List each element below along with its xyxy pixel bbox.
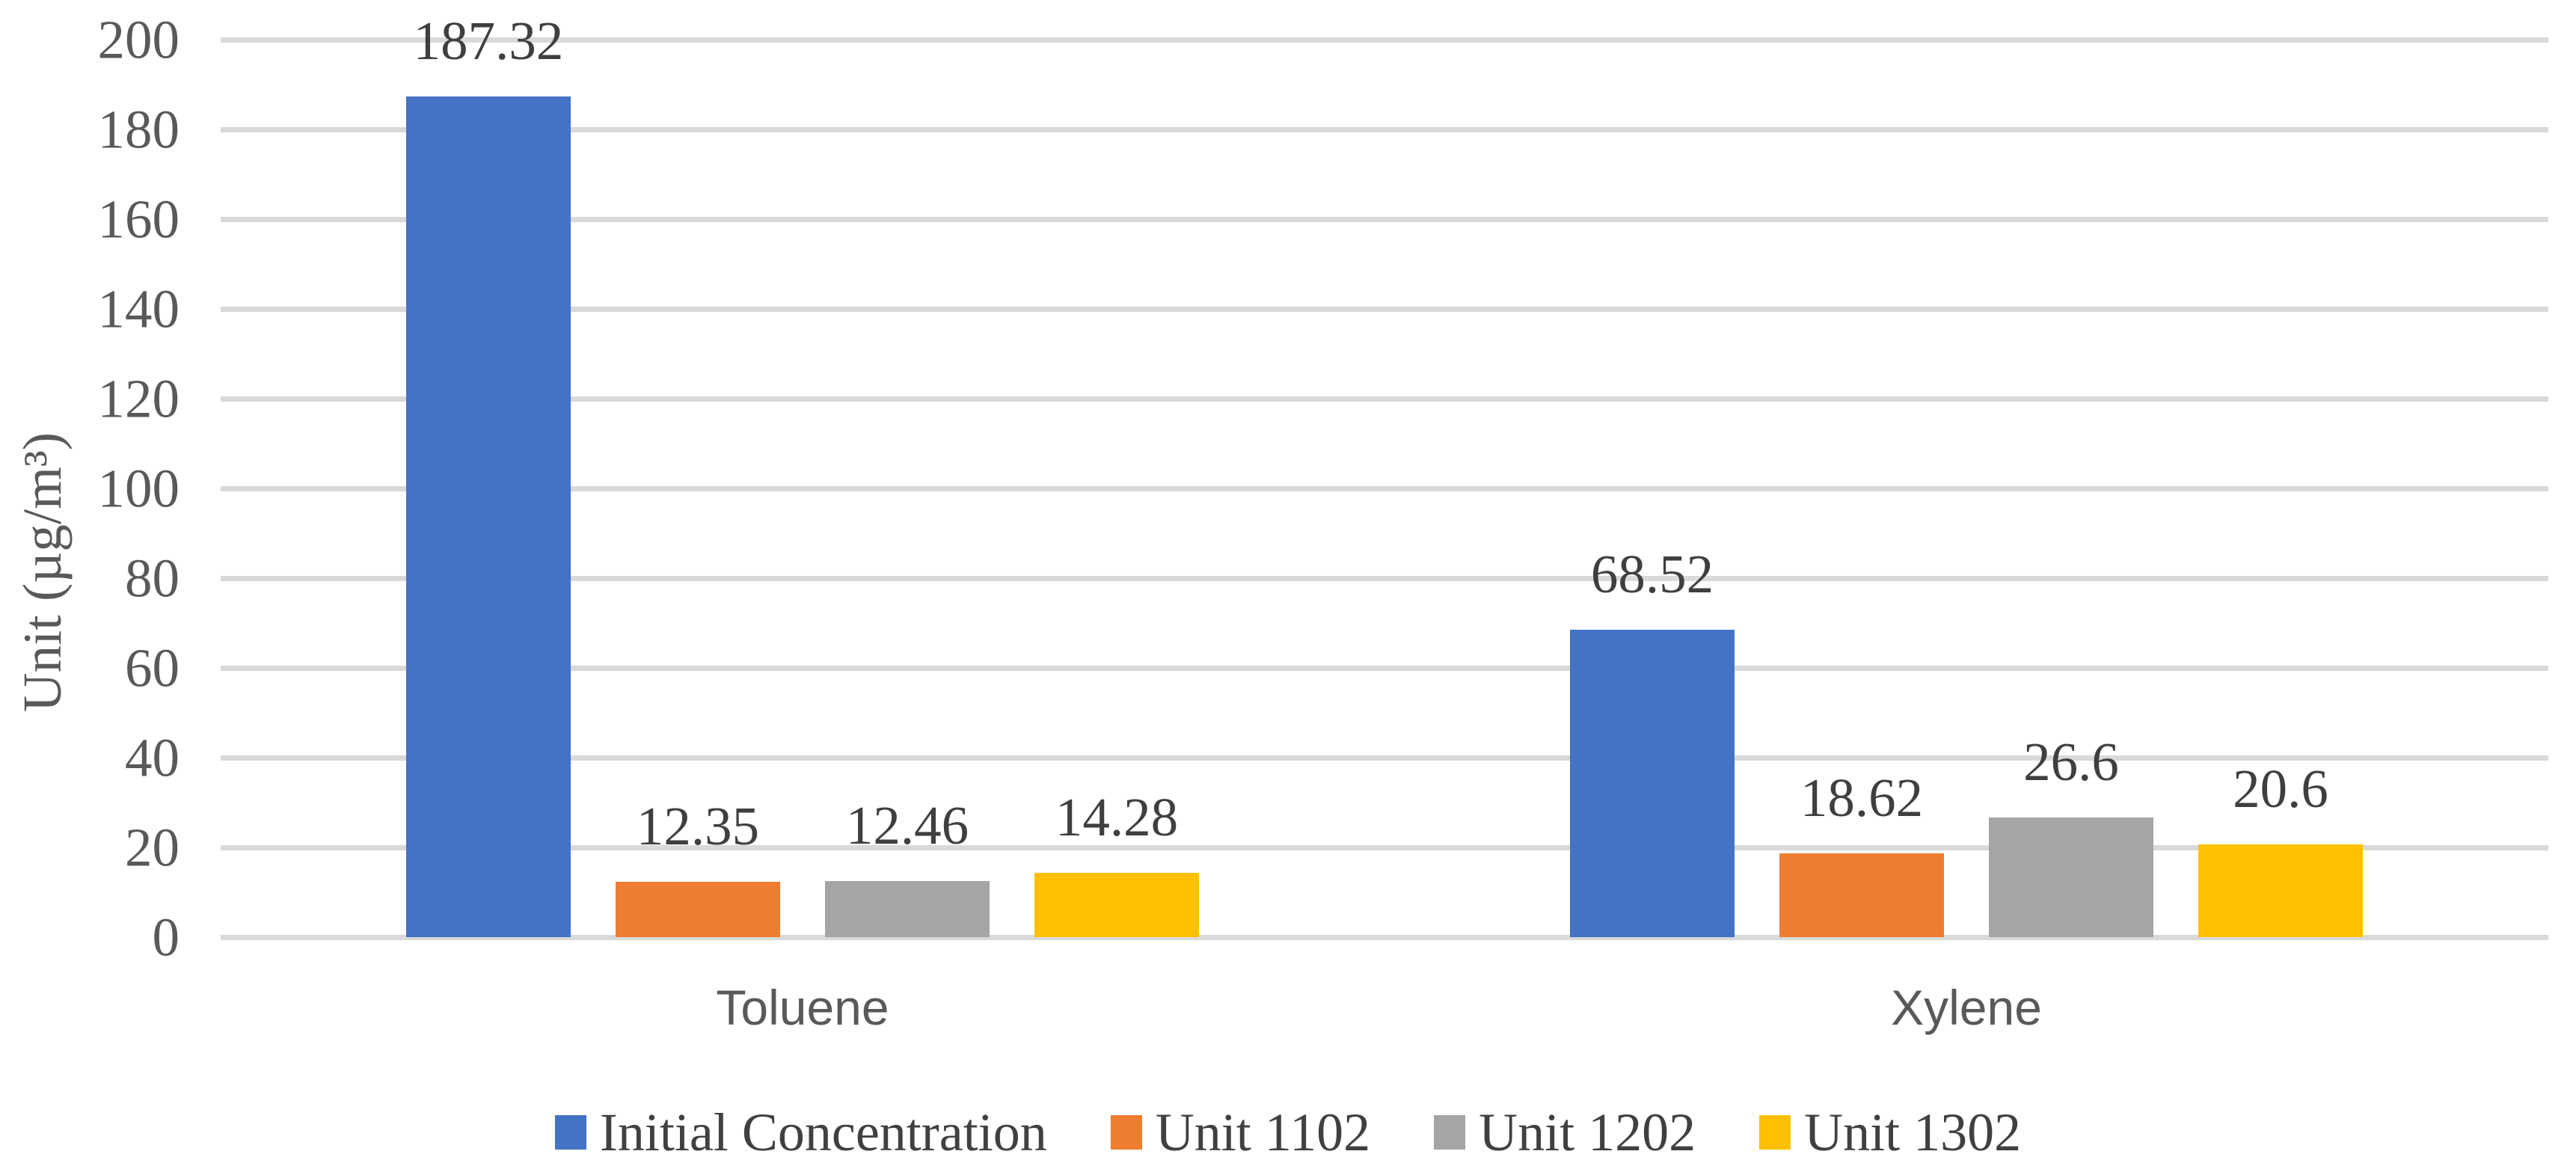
legend-label: Initial Concentration bbox=[599, 1102, 1047, 1162]
legend-item-unit-1302: Unit 1302 bbox=[1759, 1102, 2021, 1162]
x-category-label-toluene: Toluene bbox=[716, 980, 889, 1035]
legend-swatch-icon bbox=[1110, 1115, 1142, 1150]
gridline-20 bbox=[221, 844, 2548, 850]
y-tick-label-160: 160 bbox=[97, 188, 180, 250]
y-tick-label-200: 200 bbox=[97, 9, 180, 70]
legend-label: Unit 1202 bbox=[1479, 1102, 1696, 1162]
bar-xylene-unit-1102: 18.62 bbox=[1779, 770, 1944, 937]
bar-value-label: 14.28 bbox=[1055, 787, 1179, 848]
bar-value-label: 68.52 bbox=[1590, 543, 1714, 604]
bar-toluene-unit-1302: 14.28 bbox=[1034, 790, 1199, 937]
bar-xylene-initial-concentration: 68.52 bbox=[1570, 547, 1735, 937]
y-tick-label-40: 40 bbox=[125, 727, 180, 788]
bar-value-label: 12.46 bbox=[845, 795, 969, 856]
y-tick-label-180: 180 bbox=[97, 99, 180, 160]
category-group-toluene: 187.32 12.35 12.46 14.28 bbox=[221, 13, 1384, 937]
bar-toluene-unit-1102: 12.35 bbox=[616, 799, 780, 937]
gridline-140 bbox=[221, 306, 2548, 312]
bar-xylene-unit-1302: 20.6 bbox=[2198, 761, 2363, 937]
y-tick-label-80: 80 bbox=[125, 547, 180, 609]
plot-area: 187.32 12.35 12.46 14.28 68.52 18.62 26.6 20.6 bbox=[221, 13, 2548, 940]
bar-xylene-unit-1202: 26.6 bbox=[1989, 734, 2153, 937]
legend-item-unit-1102: Unit 1102 bbox=[1110, 1102, 1371, 1162]
y-tick-label-140: 140 bbox=[97, 278, 180, 340]
y-tick-label-20: 20 bbox=[125, 817, 180, 878]
bar-value-label: 187.32 bbox=[413, 10, 564, 72]
category-group-xylene: 68.52 18.62 26.6 20.6 bbox=[1384, 40, 2548, 937]
bar-value-label: 12.35 bbox=[636, 795, 760, 856]
y-tick-label-100: 100 bbox=[97, 458, 180, 519]
legend-swatch-icon bbox=[554, 1115, 586, 1150]
gridline-120 bbox=[221, 396, 2548, 402]
y-tick-label-60: 60 bbox=[125, 637, 180, 699]
bar-value-label: 26.6 bbox=[2023, 731, 2119, 793]
gridline-60 bbox=[221, 665, 2548, 671]
bar-value-label: 20.6 bbox=[2233, 758, 2328, 820]
gridline-0 bbox=[221, 934, 2548, 940]
bar-toluene-initial-concentration: 187.32 bbox=[406, 13, 571, 937]
legend-item-initial-concentration: Initial Concentration bbox=[554, 1102, 1047, 1162]
bar-toluene-unit-1202: 12.46 bbox=[825, 798, 990, 937]
gridline-100 bbox=[221, 485, 2548, 491]
legend-label: Unit 1302 bbox=[1804, 1102, 2022, 1162]
gridline-80 bbox=[221, 575, 2548, 581]
gridline-200 bbox=[221, 37, 2548, 43]
gridline-180 bbox=[221, 126, 2548, 132]
legend-swatch-icon bbox=[1759, 1115, 1791, 1150]
legend: Initial Concentration Unit 1102 Unit 1202 U… bbox=[0, 1098, 2576, 1167]
legend-label: Unit 1102 bbox=[1155, 1102, 1371, 1162]
y-tick-label-0: 0 bbox=[152, 906, 180, 968]
x-category-label-xylene: Xylene bbox=[1891, 980, 2042, 1035]
gridline-160 bbox=[221, 216, 2548, 222]
bar-value-label: 18.62 bbox=[1800, 767, 1924, 829]
gridline-40 bbox=[221, 755, 2548, 761]
y-tick-label-120: 120 bbox=[97, 368, 180, 429]
legend-item-unit-1202: Unit 1202 bbox=[1434, 1102, 1696, 1162]
legend-swatch-icon bbox=[1434, 1115, 1466, 1150]
